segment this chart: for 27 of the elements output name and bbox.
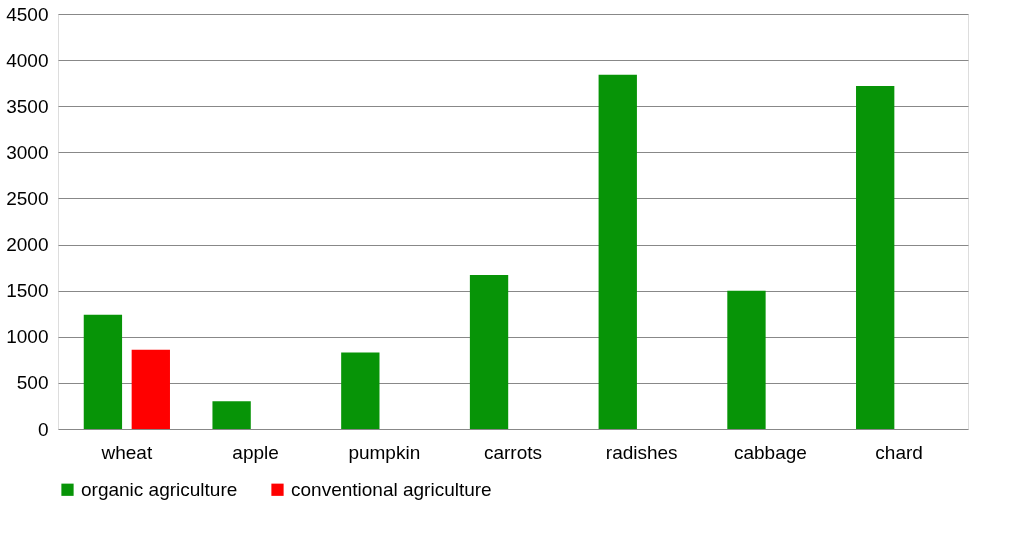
- bar: [212, 401, 251, 429]
- y-tick-label: 500: [16, 372, 49, 394]
- legend-label: conventional agriculture: [291, 478, 492, 500]
- x-tick-label: radishes: [605, 441, 678, 463]
- legend-label: organic agriculture: [81, 478, 238, 500]
- x-tick-label: pumpkin: [348, 441, 421, 463]
- y-tick-label: 2000: [6, 234, 49, 256]
- bar: [727, 290, 766, 429]
- y-tick-label: 3500: [6, 95, 49, 117]
- x-tick-label: cabbage: [733, 441, 807, 463]
- bar: [341, 352, 380, 429]
- y-tick-label: 1000: [6, 326, 49, 348]
- x-tick-label: chard: [875, 441, 923, 463]
- bar: [469, 274, 509, 429]
- bar: [598, 74, 637, 429]
- bar: [131, 349, 170, 429]
- y-tick-label: 0: [37, 418, 49, 440]
- bar: [856, 85, 895, 429]
- y-tick-label: 4500: [6, 3, 49, 25]
- bar: [83, 314, 123, 429]
- x-tick-label: apple: [232, 441, 279, 463]
- y-tick-label: 3000: [6, 141, 49, 163]
- x-tick-label: wheat: [100, 441, 153, 463]
- y-tick-label: 4000: [6, 49, 49, 71]
- y-tick-label: 2500: [6, 187, 49, 209]
- y-tick-label: 1500: [6, 280, 49, 302]
- x-tick-label: carrots: [483, 441, 543, 463]
